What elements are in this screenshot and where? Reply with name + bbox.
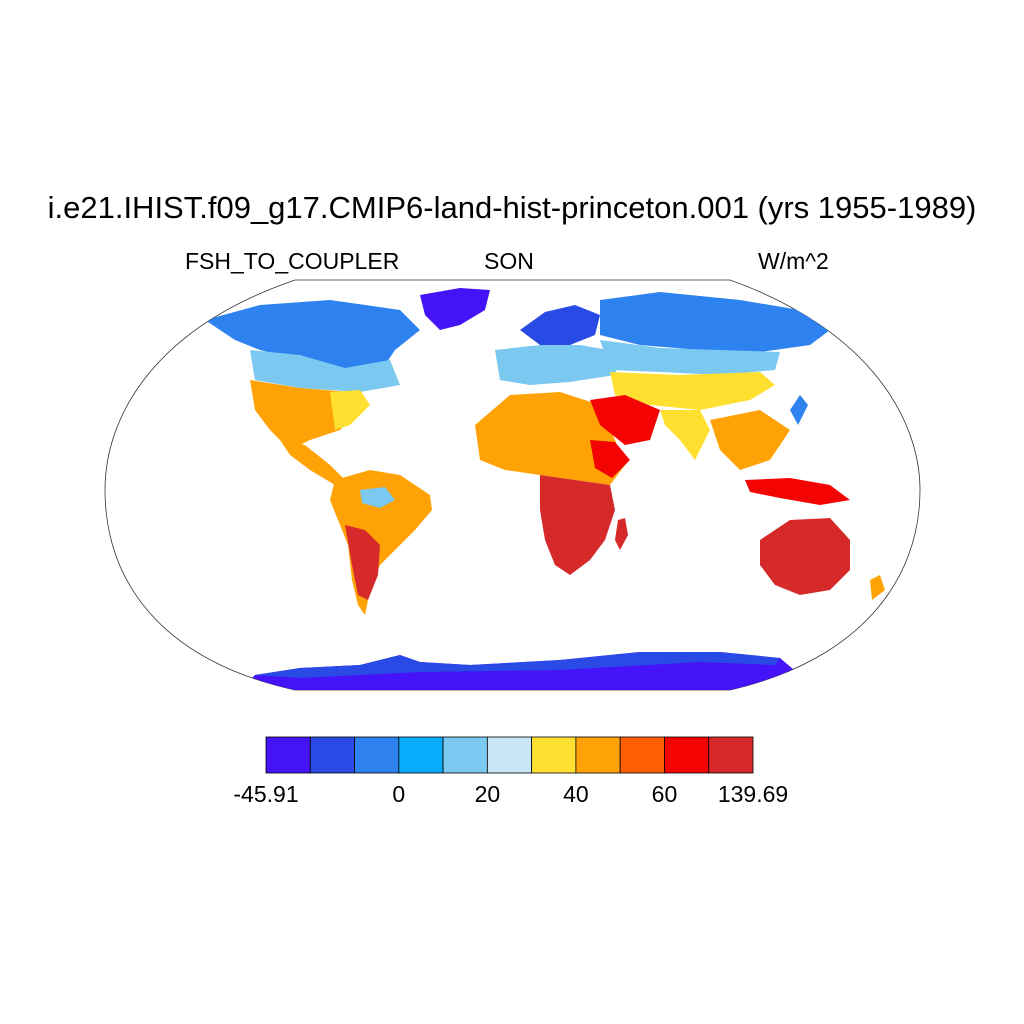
units-label: W/m^2: [758, 248, 829, 274]
greenland: [420, 288, 490, 330]
colorbar-swatch: [531, 736, 577, 774]
plot-title: i.e21.IHIST.f09_g17.CMIP6-land-hist-prin…: [47, 190, 977, 225]
colorbar-swatch: [309, 736, 355, 774]
colorbar: [265, 736, 754, 774]
madagascar: [615, 518, 628, 550]
north-america-cool: [250, 350, 400, 392]
central-america: [280, 440, 345, 485]
central-asia-warm: [610, 372, 775, 410]
africa-south: [540, 475, 615, 575]
north-america-cold: [205, 300, 420, 370]
colorbar-swatch: [398, 736, 444, 774]
maritime-continent: [745, 478, 850, 505]
middle-east: [590, 395, 660, 445]
europe-cool: [495, 345, 620, 385]
siberia-cold: [600, 292, 830, 352]
japan: [790, 395, 808, 425]
season-label: SON: [484, 248, 534, 274]
colorbar-tick-label: -45.91: [233, 781, 299, 807]
colorbar-tick-label: 20: [474, 781, 501, 807]
colorbar-swatch: [354, 736, 400, 774]
antarctica-edge: [255, 652, 780, 678]
colorbar-swatch: [265, 736, 311, 774]
colorbar-swatch: [442, 736, 488, 774]
land-fields: [205, 288, 885, 690]
amazon-cool: [360, 487, 395, 508]
europe-cold: [520, 305, 600, 345]
colorbar-swatch: [619, 736, 665, 774]
colorbar-swatch: [575, 736, 621, 774]
india: [660, 410, 710, 460]
central-asia-cool: [600, 340, 780, 375]
horn-of-africa: [590, 440, 630, 478]
new-zealand: [870, 575, 885, 600]
colorbar-tick-label: 139.69: [717, 781, 789, 807]
colorbar-swatch: [486, 736, 533, 774]
variable-label: FSH_TO_COUPLER: [185, 248, 400, 274]
colorbar-tick-label: 0: [392, 781, 406, 807]
colorbar-tick-label: 40: [563, 781, 589, 807]
south-america-hot: [345, 525, 380, 600]
colorbar-swatch: [708, 736, 754, 774]
north-america-east: [330, 390, 370, 430]
africa-north: [475, 392, 625, 485]
southeast-asia: [710, 410, 790, 470]
colorbar-tick-label: 60: [651, 781, 678, 807]
australia: [760, 518, 850, 595]
colorbar-swatch: [664, 736, 710, 774]
